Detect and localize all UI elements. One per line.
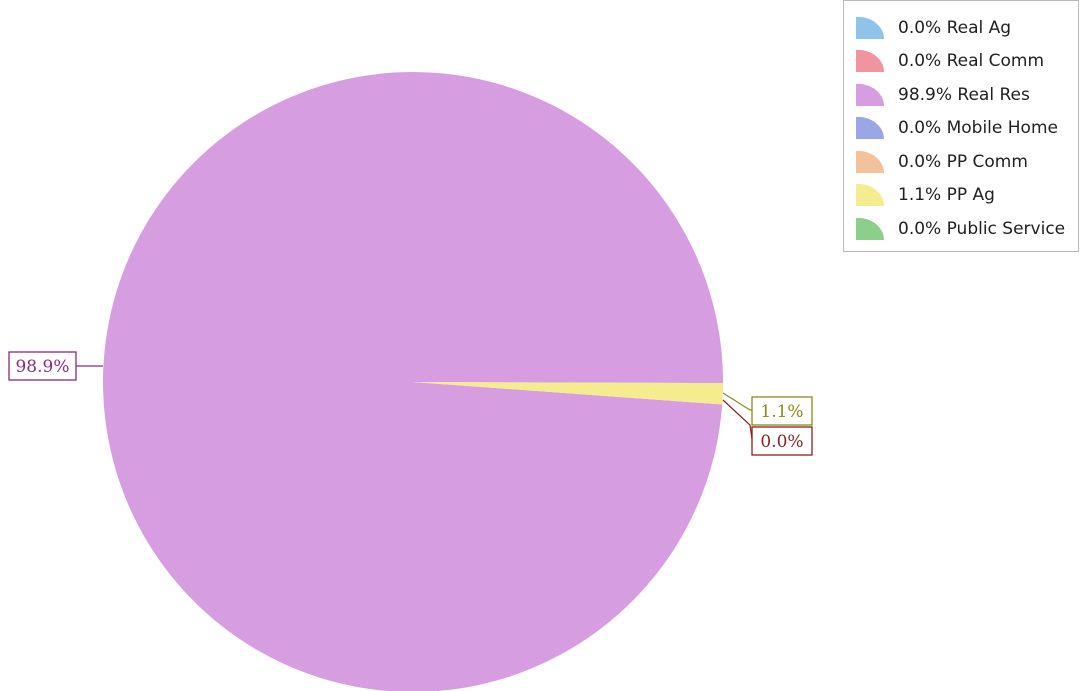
legend-item-real-ag: 0.0% Real Ag xyxy=(844,11,1078,45)
legend-item-real-res: 98.9% Real Res xyxy=(844,78,1078,112)
legend-swatch xyxy=(856,50,885,73)
data-label-text: 98.9% xyxy=(15,357,69,377)
pie-slice-pp-ag xyxy=(413,382,723,405)
legend-swatch xyxy=(856,184,885,207)
legend-swatch xyxy=(856,150,885,173)
legend-label: 0.0% PP Comm xyxy=(898,151,1028,172)
pie-slice-real-res xyxy=(103,72,723,691)
leader-line xyxy=(722,392,752,411)
legend-label: 1.1% PP Ag xyxy=(898,185,995,206)
legend-label: 0.0% Mobile Home xyxy=(898,118,1058,139)
legend-swatch xyxy=(856,16,885,39)
legend-item-pp-ag: 1.1% PP Ag xyxy=(844,179,1078,213)
legend-item-real-comm: 0.0% Real Comm xyxy=(844,45,1078,79)
data-label-callouts: 98.9% 1.1% 0.0% xyxy=(8,351,813,456)
data-label-box xyxy=(8,351,77,381)
pie-slices xyxy=(103,72,723,691)
data-label-box xyxy=(751,396,813,426)
data-label-pp-ag: 1.1% xyxy=(722,392,813,426)
legend-label: 0.0% Public Service xyxy=(898,218,1066,239)
legend-item-public-service: 0.0% Public Service xyxy=(844,212,1078,246)
data-label-real-res: 98.9% xyxy=(8,351,103,381)
legend-label: 0.0% Real Comm xyxy=(898,51,1045,72)
data-label-box xyxy=(751,426,813,456)
data-label-real-comm: 0.0% xyxy=(722,399,813,456)
legend-swatch xyxy=(856,83,885,106)
leader-line xyxy=(722,399,753,440)
legend-swatch xyxy=(856,117,885,140)
legend-label: 98.9% Real Res xyxy=(898,84,1030,105)
legend-label: 0.0% Real Ag xyxy=(898,17,1012,38)
legend-item-mobile-home: 0.0% Mobile Home xyxy=(844,112,1078,146)
data-label-text: 1.1% xyxy=(760,402,803,422)
data-label-text: 0.0% xyxy=(760,432,803,452)
legend-swatch xyxy=(856,217,885,240)
legend-item-pp-comm: 0.0% PP Comm xyxy=(844,145,1078,179)
chart-legend: 0.0% Real Ag 0.0% Real Comm 98.9% Real Res… xyxy=(843,0,1079,252)
